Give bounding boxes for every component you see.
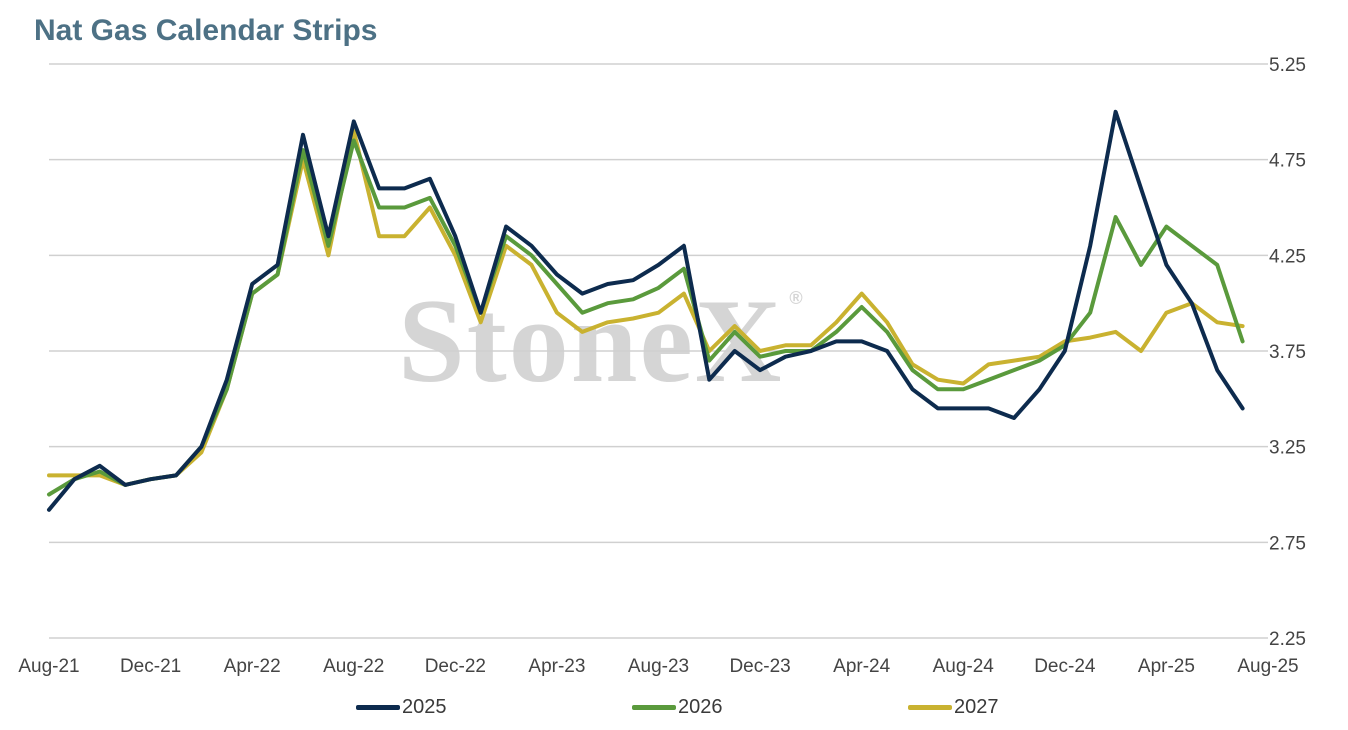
legend-swatch <box>908 705 952 710</box>
series-lines <box>47 109 1245 512</box>
x-tick-label: Aug-23 <box>628 656 689 677</box>
y-tick-label: 3.75 <box>1269 342 1306 363</box>
x-tick-label: Aug-25 <box>1237 656 1298 677</box>
x-tick-label: Apr-25 <box>1138 656 1195 677</box>
series-line-2027 <box>47 129 1245 487</box>
x-tick-label: Aug-22 <box>323 656 384 677</box>
legend-item-2027: 2027 <box>908 696 999 719</box>
y-tick-label: 4.25 <box>1269 246 1306 267</box>
legend-label: 2027 <box>954 696 999 718</box>
x-tick-label: Aug-21 <box>18 656 79 677</box>
chart-title: Nat Gas Calendar Strips <box>34 14 378 47</box>
gridlines <box>49 63 1268 639</box>
series-line-2025 <box>47 109 1245 512</box>
series-line-2026 <box>47 138 1245 497</box>
x-tick-label: Apr-22 <box>224 656 281 677</box>
legend-swatch <box>356 705 400 710</box>
y-tick-label: 4.75 <box>1269 151 1306 172</box>
x-tick-label: Dec-23 <box>729 656 790 677</box>
x-tick-label: Dec-21 <box>120 656 181 677</box>
legend-item-2026: 2026 <box>632 696 723 719</box>
legend-swatch <box>632 705 676 710</box>
legend-label: 2026 <box>678 696 723 718</box>
x-tick-label: Apr-23 <box>528 656 585 677</box>
y-axis-ticks: 2.25 2.75 3.25 3.75 4.25 4.75 5.25 <box>1269 55 1306 650</box>
x-axis-ticks: Aug-21 Dec-21 Apr-22 Aug-22 Dec-22 Apr-23 Aug-… <box>18 656 1298 677</box>
legend-label: 2025 <box>402 696 447 718</box>
y-tick-label: 2.75 <box>1269 533 1306 554</box>
x-tick-label: Aug-24 <box>933 656 995 677</box>
legend-item-2025: 2025 <box>356 696 447 719</box>
y-tick-label: 3.25 <box>1269 438 1306 459</box>
y-tick-label: 2.25 <box>1269 629 1306 650</box>
x-tick-label: Dec-22 <box>425 656 486 677</box>
x-tick-label: Dec-24 <box>1034 656 1096 677</box>
x-tick-label: Apr-24 <box>833 656 890 677</box>
y-tick-label: 5.25 <box>1269 55 1306 76</box>
